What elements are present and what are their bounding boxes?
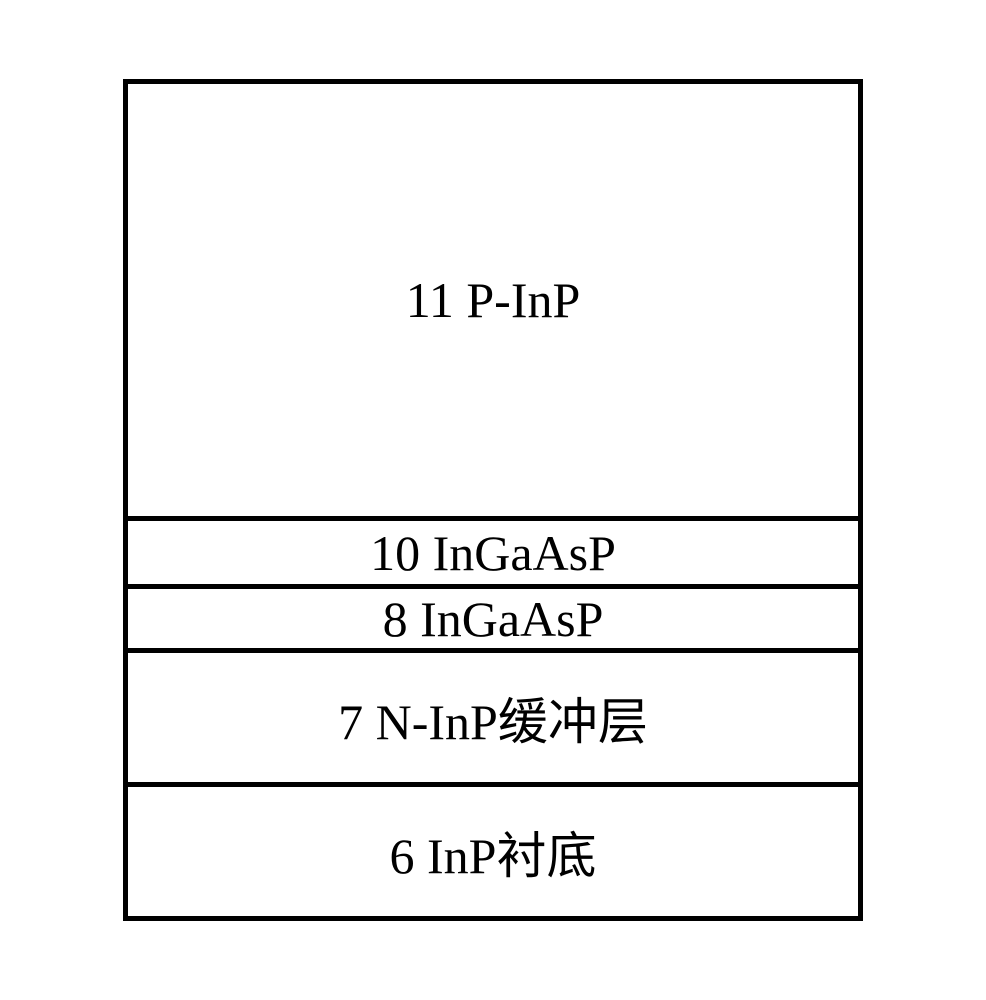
layer-layer-6: 6 InP衬底 [128, 782, 858, 916]
layer-label: 8 InGaAsP [383, 590, 604, 648]
layer-layer-11: 11 P-InP [128, 84, 858, 516]
layer-layer-10: 10 InGaAsP [128, 516, 858, 584]
layer-stack-diagram: 11 P-InP 10 InGaAsP 8 InGaAsP 7 N-InP缓冲层 6 I… [123, 79, 863, 921]
layer-label: 6 InP衬底 [390, 816, 597, 888]
layer-layer-8: 8 InGaAsP [128, 584, 858, 648]
layer-layer-7: 7 N-InP缓冲层 [128, 648, 858, 782]
layer-label: 11 P-InP [406, 271, 581, 329]
layer-label: 10 InGaAsP [370, 524, 616, 582]
layer-label: 7 N-InP缓冲层 [338, 682, 648, 754]
